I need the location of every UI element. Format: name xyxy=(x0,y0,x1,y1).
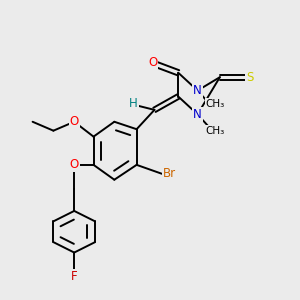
Text: O: O xyxy=(148,56,158,69)
Text: H: H xyxy=(129,98,138,110)
Text: S: S xyxy=(246,71,253,84)
Text: F: F xyxy=(71,270,77,283)
Text: O: O xyxy=(70,158,79,171)
Text: O: O xyxy=(70,115,79,128)
Text: N: N xyxy=(193,84,202,97)
Text: Br: Br xyxy=(163,167,176,180)
Text: N: N xyxy=(193,108,202,121)
Text: CH₃: CH₃ xyxy=(206,126,225,136)
Text: CH₃: CH₃ xyxy=(206,99,225,109)
